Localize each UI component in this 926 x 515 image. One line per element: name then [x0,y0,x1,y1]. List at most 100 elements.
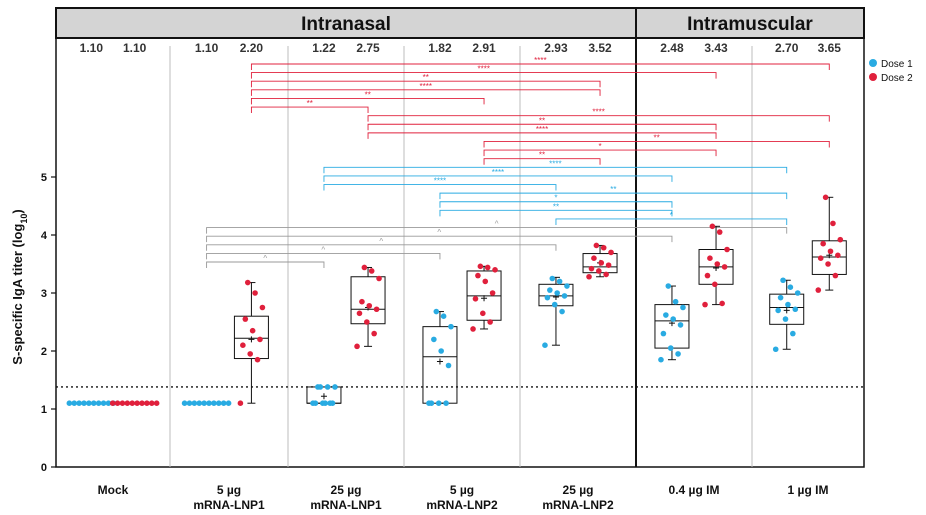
significance-brackets: ****************************************… [206,56,830,268]
plot-frame: Intranasal Intramuscular [55,7,865,468]
data-point-dose-2 [820,240,826,247]
significance-bracket [367,123,717,131]
data-point-dose-2 [249,327,256,334]
data-point-dose-1 [90,400,97,407]
y-tick-label: 5 [41,172,47,184]
data-point-dose-1 [86,400,92,407]
significance-bracket [250,97,485,105]
data-point-dose-2 [242,316,249,322]
significance-bracket [323,184,557,191]
data-point-dose-2 [830,220,836,227]
data-point-dose-2 [827,248,834,255]
box-plots [233,196,847,404]
x-label-line1: 1 µg IM [788,483,829,497]
box-mean-marker [320,393,327,400]
data-point-dose-2 [704,272,711,279]
data-point-dose-2 [487,319,493,325]
data-point-dose-2 [354,343,360,350]
data-point-dose-2 [376,275,382,282]
significance-bracket [250,106,369,114]
data-point-dose-2 [119,400,126,407]
data-point-dose-2 [366,302,373,309]
data-point-dose-2 [825,261,831,267]
y-tick-label: 2 [41,346,47,358]
group-mean-value: 2.20 [240,41,264,55]
data-point-dose-1 [542,342,548,349]
data-point-dose-2 [702,301,708,308]
data-point-dose-2 [712,281,718,288]
x-label-line2: mRNA-LNP1 [193,498,265,512]
group-dividers [56,46,864,467]
data-point-dose-2 [368,268,375,274]
group-mean-value: 1.10 [123,41,147,55]
data-point-dose-2 [721,264,728,270]
significance-bracket [206,244,557,251]
group-mean-value: 2.91 [472,41,496,55]
data-point-dose-1 [95,400,102,407]
data-point-dose-2 [593,242,600,249]
data-point-dose-1 [680,304,686,311]
data-point-dose-2 [484,264,491,271]
data-point-dose-1 [792,306,799,313]
significance-label: **** [592,108,604,117]
data-point-dose-1 [554,290,560,296]
data-point-dose-1 [196,400,203,407]
data-point-dose-2 [815,287,822,293]
data-point-dose-1 [322,400,328,407]
significance-bracket [206,252,441,260]
data-point-dose-1 [312,400,319,407]
group-mean-value: 1.82 [428,41,452,55]
significance-label: ^ [495,220,499,229]
data-point-dose-2 [598,260,605,266]
group-mean-value: 1.10 [80,41,104,55]
data-point-dose-2 [373,306,380,313]
data-point-dose-2 [837,236,844,243]
data-point-dose-1 [201,400,207,407]
data-point-dose-1 [181,400,188,407]
significance-label: **** [420,82,432,91]
data-point-dose-1 [551,301,558,308]
box-iqr [769,293,805,325]
data-point-dose-2 [822,194,829,201]
data-point-dose-1 [556,278,563,285]
x-label-line2: mRNA-LNP2 [542,498,614,512]
significance-label: ** [307,99,313,108]
group-mean-value: 3.43 [704,41,728,55]
data-point-dose-1 [332,384,338,390]
data-point-dose-2 [596,268,602,274]
x-label-line2: mRNA-LNP2 [426,498,498,512]
data-point-dose-1 [564,283,570,289]
box-mean-marker [436,358,443,365]
data-point-dose-1 [191,400,198,407]
data-point-dose-1 [785,301,791,308]
section-header-bar [55,7,865,39]
data-point-dose-1 [317,384,324,390]
data-point-dose-2 [477,263,484,270]
data-point-dose-2 [605,262,612,268]
data-point-dose-2 [492,267,498,273]
data-point-dose-2 [586,273,592,280]
data-point-dose-2 [835,252,841,259]
significance-bracket [439,201,673,208]
data-point-dose-1 [772,346,779,353]
data-point-dose-2 [259,304,266,311]
legend: Dose 1 Dose 2 [869,59,913,84]
data-point-dose-2 [724,246,730,253]
mean-labels: 1.10 1.10 1.10 2.20 1.22 2.75 1.82 2.91 2.93 3.52… [80,41,842,55]
box-iqr [422,326,458,404]
significance-bracket [367,132,717,139]
y-tick-label: 4 [41,230,48,242]
data-point-dose-2 [482,278,489,285]
significance-bracket [250,63,830,70]
legend-label: Dose 2 [881,73,913,84]
data-point-dose-2 [247,351,253,357]
y-tick-label: 3 [41,288,47,300]
significance-bracket [206,227,788,234]
box-iqr [233,315,269,360]
data-point-dose-2 [817,255,824,261]
x-label-line1: 5 µg [450,483,474,497]
data-point-dose-1 [443,400,449,407]
data-point-dose-1 [561,293,568,299]
data-point-dose-1 [211,400,217,407]
